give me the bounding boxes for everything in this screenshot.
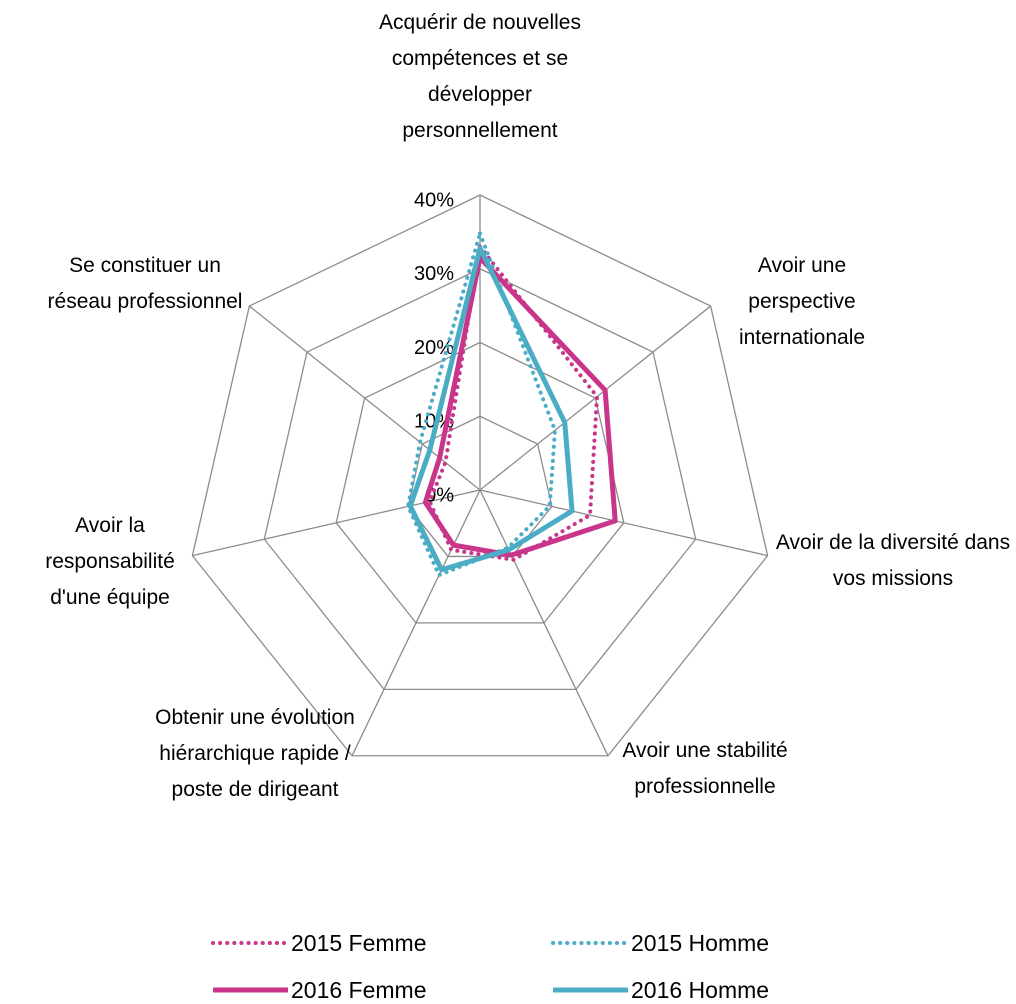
- category-label: Avoir la responsabilité d'une équipe: [45, 514, 175, 609]
- legend-label: 2015 Femme: [291, 930, 427, 956]
- series-line: [422, 255, 618, 558]
- category-label: Se constituer un réseau professionnel: [47, 254, 243, 313]
- legend-label: 2016 Homme: [631, 977, 769, 1003]
- category-label: Avoir une stabilité professionnelle: [622, 739, 788, 798]
- y-tick-label: 40%: [414, 189, 454, 211]
- series-line: [427, 244, 600, 562]
- grid-line: [263, 268, 697, 690]
- grid-line: [335, 341, 625, 624]
- category-label: Obtenir une évolution hiérarchique rapid…: [155, 706, 355, 801]
- category-label: Avoir de la diversité dans vos missions: [775, 531, 1011, 590]
- legend-label: 2016 Femme: [291, 977, 427, 1003]
- grid-line: [191, 194, 769, 757]
- category-label: Acquérir de nouvelles compétences et se …: [379, 11, 581, 142]
- y-tick-label: 30%: [414, 263, 454, 285]
- legend-label: 2015 Homme: [631, 930, 769, 956]
- series-line: [407, 245, 575, 573]
- category-label: Avoir une perspective internationale: [738, 254, 866, 349]
